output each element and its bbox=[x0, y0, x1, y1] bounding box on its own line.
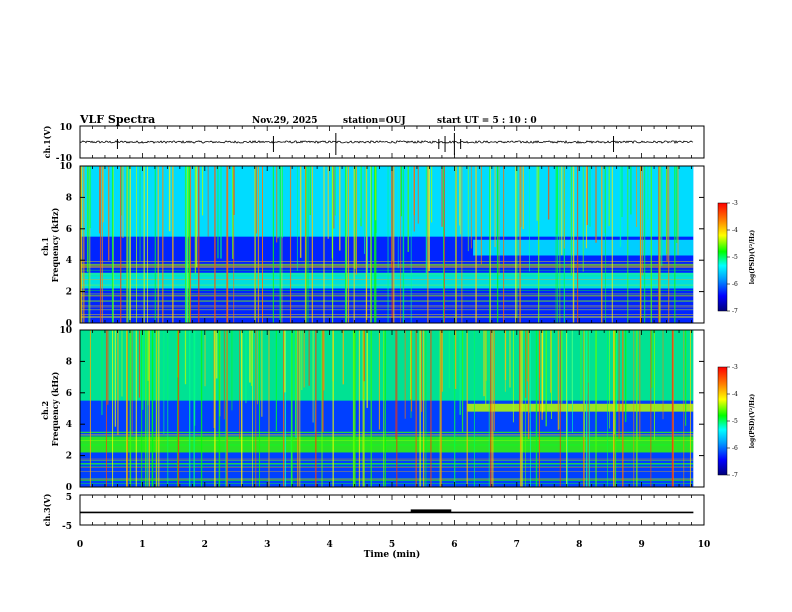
ch2-spectrogram-yticks: 0 2 4 6 8 10 bbox=[59, 326, 704, 493]
station-label: station=OUJ bbox=[343, 116, 406, 126]
ch1-waveform-ylabel: ch.1(V) bbox=[42, 125, 52, 158]
x-tick-label: 5 bbox=[389, 540, 395, 550]
y-tick-label: 0 bbox=[66, 483, 72, 493]
ch2-colorbar-ticks: -3 -4 -5 -6 -7 bbox=[727, 364, 738, 479]
x-tick-labels: 0 1 2 3 4 5 6 7 8 9 10 bbox=[77, 540, 710, 550]
ch1-spectrogram-image bbox=[80, 166, 704, 323]
figure-title: VLF Spectra bbox=[79, 113, 155, 126]
ch1-waveform-panel: 10 -10 ch.1(V) bbox=[42, 123, 705, 164]
ch3-ytick-bottom: -5 bbox=[62, 522, 72, 532]
y-tick-label: 8 bbox=[66, 193, 72, 203]
colorbar-tick-label: -4 bbox=[732, 391, 738, 398]
spectrogram-empty-region bbox=[693, 330, 704, 487]
x-tick-label: 2 bbox=[202, 540, 208, 550]
ch2-ylabel-channel: ch.2 bbox=[40, 401, 50, 420]
ch1-spectrogram-yticks: 0 2 4 6 8 10 bbox=[59, 162, 704, 329]
x-tick-label: 7 bbox=[514, 540, 520, 550]
ch1-colorbar-label: log(PSD)(V²/Hz) bbox=[749, 230, 756, 285]
ch2-ylabel-frequency: Frequency (kHz) bbox=[50, 371, 60, 446]
x-tick-marks bbox=[79, 126, 705, 525]
ch1-colorbar bbox=[717, 202, 728, 312]
ch2-colorbar-label: log(PSD)(V²/Hz) bbox=[749, 394, 756, 449]
ch1-ylabel-channel: ch.1 bbox=[40, 237, 50, 256]
y-tick-label: 0 bbox=[66, 319, 72, 329]
x-tick-label: 0 bbox=[77, 540, 83, 550]
spectrogram-band bbox=[80, 166, 694, 237]
date-label: Nov.29, 2025 bbox=[252, 116, 318, 126]
x-tick-label: 3 bbox=[264, 540, 270, 550]
colorbar-tick-label: -3 bbox=[732, 364, 738, 371]
ch3-signal-trace bbox=[80, 509, 694, 514]
y-tick-label: 10 bbox=[59, 326, 72, 336]
ch3-ytick-top: 5 bbox=[66, 493, 72, 503]
colorbar-tick-label: -4 bbox=[732, 227, 738, 234]
y-tick-label: 4 bbox=[66, 420, 72, 430]
ch2-spectrogram-image bbox=[80, 330, 704, 487]
ch3-signal-ylabel: ch.3(V) bbox=[42, 493, 52, 526]
colorbar-tick-label: -6 bbox=[732, 445, 738, 452]
ch1-ytick-bottom: -10 bbox=[56, 154, 72, 164]
ch3-signal-panel: 5 -5 ch.3(V) bbox=[42, 493, 705, 532]
x-tick-label: 10 bbox=[698, 540, 711, 550]
y-tick-label: 6 bbox=[66, 225, 72, 235]
spectrogram-band bbox=[466, 403, 694, 412]
y-tick-label: 2 bbox=[66, 452, 72, 462]
ch1-spectrogram-ylabel: ch.1 Frequency (kHz) bbox=[40, 207, 60, 282]
x-tick-label: 6 bbox=[451, 540, 457, 550]
ch1-ytick-top: 10 bbox=[59, 123, 72, 133]
y-tick-label: 10 bbox=[59, 162, 72, 172]
ch1-waveform-trace bbox=[79, 133, 694, 155]
y-tick-label: 8 bbox=[66, 357, 72, 367]
ch2-colorbar bbox=[717, 366, 728, 476]
colorbar-tick-label: -5 bbox=[732, 254, 738, 261]
x-tick-label: 1 bbox=[139, 540, 145, 550]
spectrogram-band bbox=[80, 330, 694, 401]
colorbar-tick-label: -3 bbox=[732, 200, 738, 207]
start-time-label: start UT = 5 : 10 : 0 bbox=[437, 116, 537, 126]
ch2-spectrogram-ylabel: ch.2 Frequency (kHz) bbox=[40, 371, 60, 446]
x-tick-label: 8 bbox=[576, 540, 582, 550]
spectrogram-empty-region bbox=[693, 166, 704, 323]
ch1-colorbar-ticks: -3 -4 -5 -6 -7 bbox=[727, 200, 738, 315]
x-tick-label: 9 bbox=[638, 540, 644, 550]
colorbar-tick-label: -6 bbox=[732, 281, 738, 288]
colorbar-tick-label: -7 bbox=[732, 308, 738, 315]
ch1-waveform-line bbox=[79, 140, 694, 145]
x-tick-label: 4 bbox=[326, 540, 332, 550]
colorbar-tick-label: -5 bbox=[732, 418, 738, 425]
ch3-signal-pulse bbox=[410, 509, 452, 513]
x-axis-label: Time (min) bbox=[364, 549, 421, 560]
colorbar-tick-label: -7 bbox=[732, 472, 738, 479]
y-tick-label: 6 bbox=[66, 389, 72, 399]
y-tick-label: 2 bbox=[66, 288, 72, 298]
y-tick-label: 4 bbox=[66, 256, 72, 266]
ch1-ylabel-frequency: Frequency (kHz) bbox=[50, 207, 60, 282]
